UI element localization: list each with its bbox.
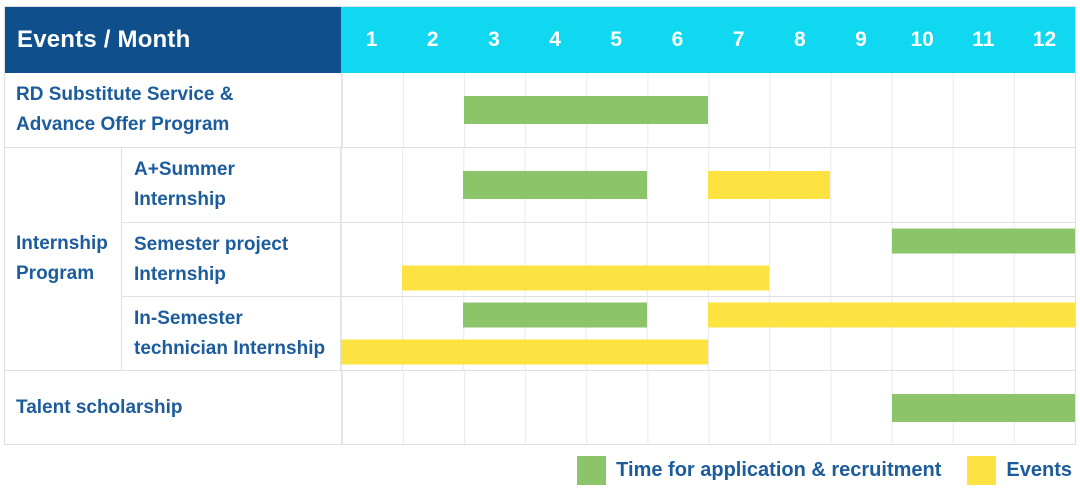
- row-label-line: RD Substitute Service &: [16, 84, 234, 105]
- bar-events: [708, 302, 1075, 328]
- table-header-row: Events / Month 1 2 3 4 5 6 7 8 9 10 11 12: [5, 7, 1075, 73]
- month-header-8: 8: [793, 28, 806, 51]
- month-header-7: 7: [732, 28, 745, 51]
- bar-lane: [341, 223, 1075, 260]
- group-label-cell: Internship Program: [5, 148, 122, 370]
- legend-item: Time for application & recruitment: [577, 456, 941, 485]
- bar-application-recruitment: [464, 96, 709, 124]
- legend-label: Time for application & recruitment: [616, 459, 942, 481]
- table-row: Semester project Internship: [122, 222, 1075, 296]
- month-header-cells: 1 2 3 4 5 6 7 8 9 10 11 12: [341, 7, 1075, 73]
- bar-lane: [341, 148, 1075, 222]
- group-sub-rows: A+Summer Internship Semester project Intern…: [122, 148, 1075, 370]
- row-label-cell: In-Semester technician Internship: [122, 297, 340, 370]
- table-body: RD Substitute Service & Advance Offer Pro…: [5, 73, 1075, 444]
- row-label-line: technician Internship: [134, 337, 326, 359]
- timeline-canvas: [341, 73, 1075, 147]
- row-label-line: In-Semester: [134, 307, 243, 329]
- bar-events: [341, 339, 708, 365]
- table-row: A+Summer Internship: [122, 148, 1075, 222]
- bar-events: [708, 171, 831, 199]
- legend-item: Events: [967, 456, 1072, 485]
- bar-application-recruitment: [891, 228, 1075, 254]
- bar-application-recruitment: [463, 302, 647, 328]
- month-header-3: 3: [488, 28, 500, 51]
- bar-application-recruitment: [463, 171, 647, 199]
- month-header-9: 9: [855, 28, 867, 51]
- legend-label: Events: [1006, 459, 1072, 481]
- row-label-line: Internship: [134, 263, 226, 285]
- row-label-line: A+Summer: [134, 159, 235, 180]
- bar-events: [402, 265, 770, 291]
- bar-application-recruitment: [891, 393, 1075, 422]
- row-label-line: Semester project: [134, 233, 289, 255]
- bar-lane: [341, 297, 1075, 334]
- legend-swatch-application-recruitment: [577, 456, 607, 485]
- row-label-line: Program: [16, 263, 95, 284]
- events-month-header-cell: Events / Month: [5, 7, 341, 73]
- table-row: RD Substitute Service & Advance Offer Pro…: [5, 73, 1075, 147]
- month-header-6: 6: [671, 28, 684, 51]
- bar-lane: [341, 334, 1075, 371]
- row-label-line: Advance Offer Program: [16, 114, 230, 135]
- month-header-4: 4: [549, 28, 561, 51]
- bar-lane: [342, 371, 1075, 444]
- timeline-canvas: [340, 297, 1075, 370]
- timeline-canvas: [340, 223, 1075, 296]
- timeline-table: Events / Month 1 2 3 4 5 6 7 8 9 10 11 12 RD Substi…: [4, 6, 1076, 445]
- month-header-10: 10: [910, 28, 934, 51]
- timeline-canvas: [340, 148, 1075, 222]
- bar-lane: [341, 260, 1075, 297]
- month-header-1: 1: [365, 28, 378, 51]
- month-header-5: 5: [610, 28, 623, 51]
- bar-lane: [342, 73, 1075, 147]
- events-month-label: Events / Month: [17, 26, 191, 53]
- table-row: In-Semester technician Internship: [122, 296, 1075, 370]
- row-label-cell: A+Summer Internship: [122, 148, 340, 222]
- group-row-internship-program: Internship Program A+Summer Internship Semes…: [5, 147, 1075, 370]
- month-header-2: 2: [426, 28, 439, 51]
- table-row: Talent scholarship: [5, 370, 1075, 444]
- legend: Time for application & recruitment Events: [551, 456, 1072, 485]
- row-label-line: Internship: [16, 233, 108, 254]
- row-label-line: Talent scholarship: [16, 396, 183, 418]
- row-label-cell: Talent scholarship: [5, 371, 341, 444]
- row-label-line: Internship: [134, 189, 226, 210]
- row-label-cell: RD Substitute Service & Advance Offer Pro…: [5, 73, 341, 147]
- row-label-cell: Semester project Internship: [122, 223, 340, 296]
- month-header-12: 12: [1032, 28, 1057, 51]
- month-header-11: 11: [972, 28, 995, 51]
- legend-swatch-events: [967, 456, 997, 485]
- timeline-canvas: [341, 371, 1075, 444]
